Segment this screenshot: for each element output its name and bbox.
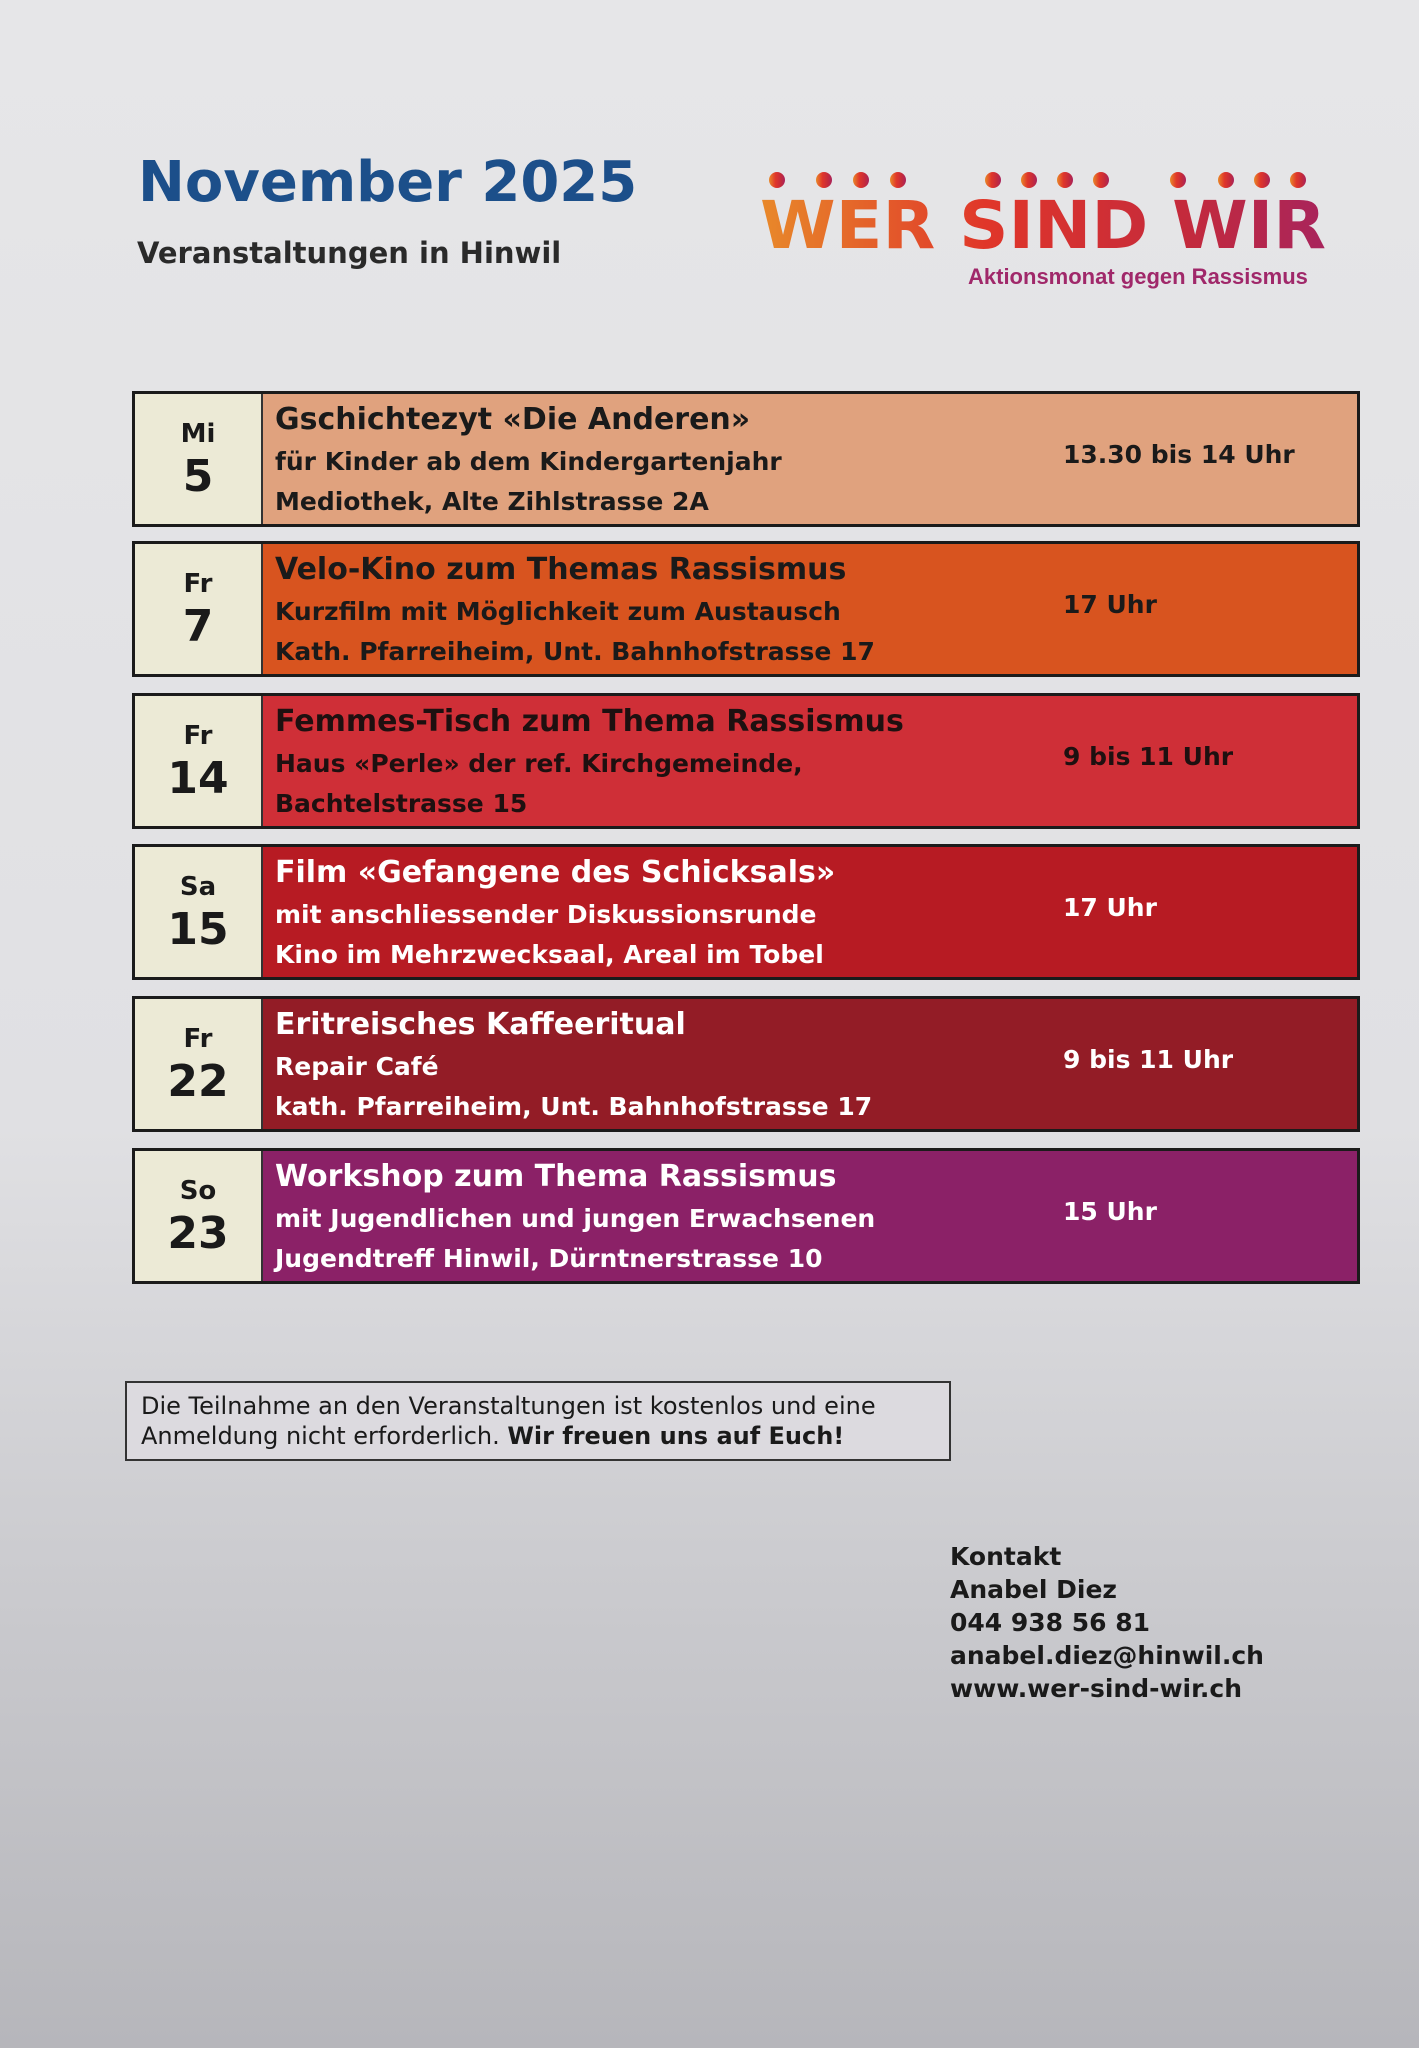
event-day: 22 [167, 1056, 229, 1107]
event-row: So 23 Workshop zum Thema Rassismus mit J… [132, 1148, 1360, 1284]
svg-text:WER SIND WIR: WER SIND WIR [760, 187, 1326, 252]
event-time: 17 Uhr [1063, 893, 1157, 922]
event-weekday: Fr [183, 721, 213, 751]
event-description: für Kinder ab dem Kindergartenjahr [275, 447, 782, 476]
event-description: mit anschliessender Diskussionsrunde [275, 900, 817, 929]
event-title: Eritreisches Kaffeeritual [275, 1007, 686, 1042]
event-day: 14 [167, 753, 229, 804]
contact-block: Kontakt Anabel Diez 044 938 56 81 anabel… [950, 1540, 1264, 1705]
event-title: Film «Gefangene des Schicksals» [275, 855, 836, 890]
page-title: November 2025 [138, 150, 638, 215]
event-date: Fr 7 [135, 544, 263, 674]
event-location: Jugendtreff Hinwil, Dürntnerstrasse 10 [275, 1244, 823, 1273]
event-time: 13.30 bis 14 Uhr [1063, 440, 1295, 469]
event-time: 9 bis 11 Uhr [1063, 1045, 1234, 1074]
contact-phone: 044 938 56 81 [950, 1608, 1151, 1637]
event-details: Workshop zum Thema Rassismus mit Jugendl… [263, 1151, 1357, 1281]
contact-label: Kontakt [950, 1542, 1062, 1571]
event-title: Femmes-Tisch zum Thema Rassismus [275, 704, 904, 739]
event-row: Fr 7 Velo-Kino zum Themas Rassismus Kurz… [132, 541, 1360, 677]
event-weekday: Sa [179, 872, 217, 902]
event-row: Mi 5 Gschichtezyt «Die Anderen» für Kind… [132, 391, 1360, 527]
page-subtitle: Veranstaltungen in Hinwil [137, 236, 562, 270]
wer-sind-wir-logo: WER SIND WIR [760, 172, 1326, 252]
info-note: Die Teilnahme an den Veranstaltungen ist… [125, 1381, 951, 1461]
event-weekday: Fr [183, 1024, 213, 1054]
contact-website[interactable]: www.wer-sind-wir.ch [950, 1674, 1243, 1703]
contact-email[interactable]: anabel.diez@hinwil.ch [950, 1641, 1264, 1670]
event-row: Fr 14 Femmes-Tisch zum Thema Rassismus H… [132, 693, 1360, 829]
event-description: Haus «Perle» der ref. Kirchgemeinde, [275, 749, 803, 778]
event-day: 23 [167, 1208, 229, 1259]
event-day: 5 [182, 451, 214, 502]
event-day: 7 [182, 601, 214, 652]
note-text: Die Teilnahme an den Veranstaltungen ist… [141, 1392, 876, 1450]
event-details: Film «Gefangene des Schicksals» mit ansc… [263, 847, 1357, 977]
event-weekday: Fr [183, 569, 213, 599]
logo-tagline: Aktionsmonat gegen Rassismus [968, 264, 1308, 289]
event-row: Sa 15 Film «Gefangene des Schicksals» mi… [132, 844, 1360, 980]
event-day: 15 [167, 904, 229, 955]
event-location: kath. Pfarreiheim, Unt. Bahnhofstrasse 1… [275, 1092, 873, 1121]
event-title: Workshop zum Thema Rassismus [275, 1159, 837, 1194]
event-date: Mi 5 [135, 394, 263, 524]
event-details: Eritreisches Kaffeeritual Repair Café ka… [263, 999, 1357, 1129]
event-description: mit Jugendlichen und jungen Erwachsenen [275, 1204, 876, 1233]
event-location: Kino im Mehrzwecksaal, Areal im Tobel [275, 940, 824, 969]
event-date: Fr 14 [135, 696, 263, 826]
event-date: So 23 [135, 1151, 263, 1281]
event-title: Gschichtezyt «Die Anderen» [275, 402, 751, 437]
event-title: Velo-Kino zum Themas Rassismus [275, 552, 847, 587]
event-location: Mediothek, Alte Zihlstrasse 2A [275, 487, 709, 516]
event-details: Femmes-Tisch zum Thema Rassismus Haus «P… [263, 696, 1357, 826]
note-bold: Wir freuen uns auf Euch! [507, 1422, 845, 1450]
event-description: Kurzfilm mit Möglichkeit zum Austausch [275, 597, 841, 626]
event-time: 17 Uhr [1063, 590, 1157, 619]
event-time: 9 bis 11 Uhr [1063, 742, 1234, 771]
event-time: 15 Uhr [1063, 1197, 1157, 1226]
event-location: Bachtelstrasse 15 [275, 789, 528, 818]
event-date: Fr 22 [135, 999, 263, 1129]
event-weekday: So [179, 1176, 217, 1206]
event-description: Repair Café [275, 1052, 439, 1081]
event-details: Gschichtezyt «Die Anderen» für Kinder ab… [263, 394, 1357, 524]
event-date: Sa 15 [135, 847, 263, 977]
contact-name: Anabel Diez [950, 1575, 1117, 1604]
event-location: Kath. Pfarreiheim, Unt. Bahnhofstrasse 1… [275, 637, 875, 666]
event-row: Fr 22 Eritreisches Kaffeeritual Repair C… [132, 996, 1360, 1132]
event-weekday: Mi [180, 419, 216, 449]
event-details: Velo-Kino zum Themas Rassismus Kurzfilm … [263, 544, 1357, 674]
